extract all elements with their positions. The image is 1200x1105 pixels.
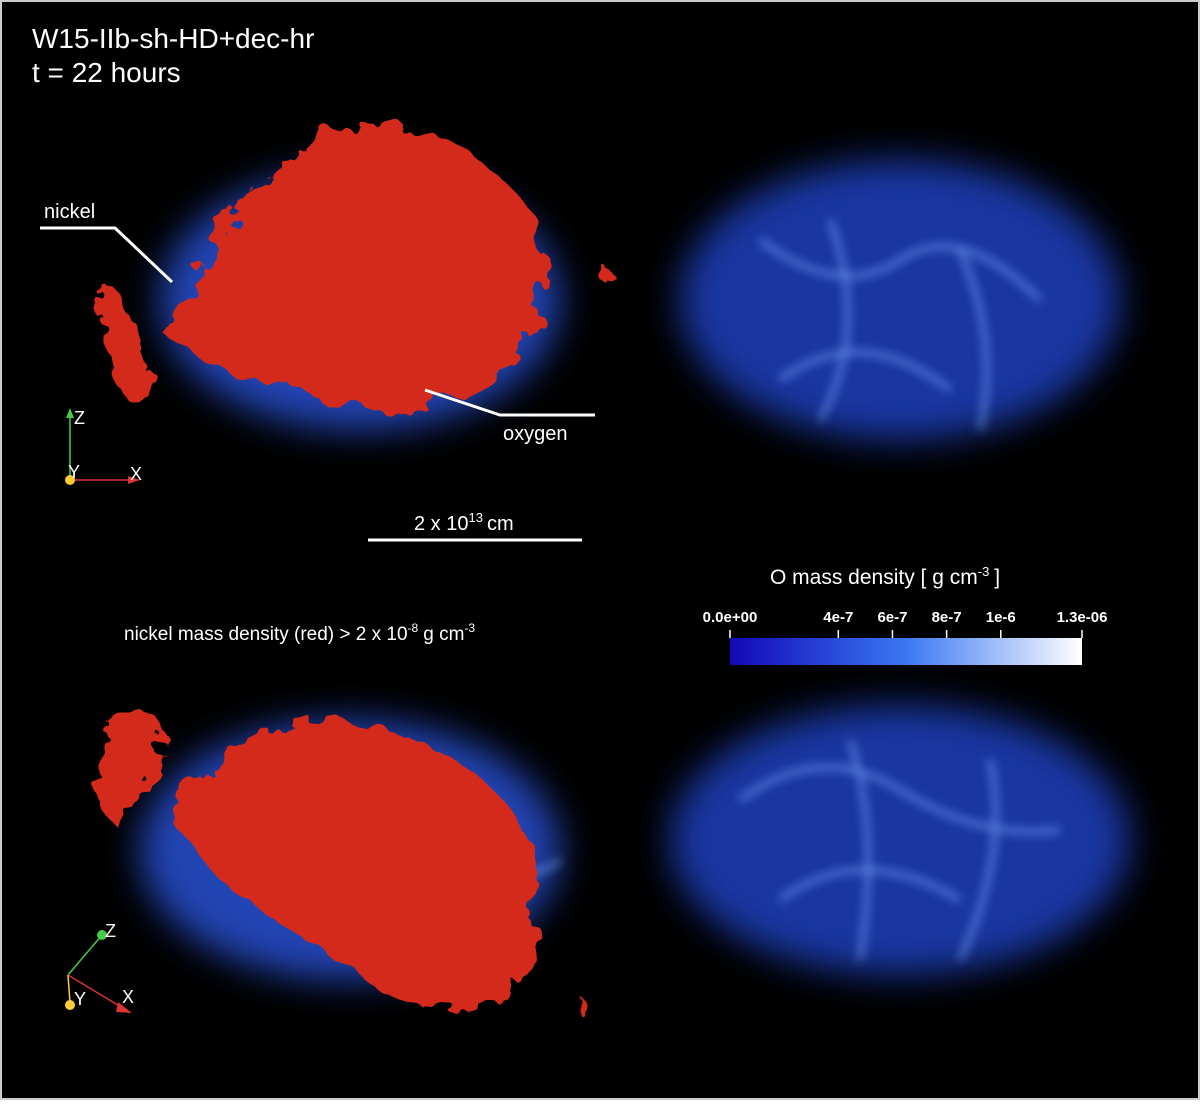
nickel-pointer: [40, 226, 174, 284]
oxygen-label: oxygen: [503, 423, 568, 445]
axes-triad-top: Z Y X: [65, 408, 142, 485]
colorbar: O mass density [ g cm-3] 0.0e+00 4e-7 6e-7…: [703, 564, 1108, 665]
oxygen-pointer: [424, 388, 595, 417]
nickel-render: [98, 125, 610, 1015]
colorbar-gradient: [730, 638, 1082, 665]
colorbar-tick-label: 1e-6: [986, 609, 1016, 626]
colorbar-title: O mass density [ g cm-3]: [770, 564, 1000, 589]
colorbar-tick-label: 8e-7: [932, 609, 962, 626]
axis-x: X: [122, 987, 134, 1007]
scale-bar-label: 2 x 1013 cm: [414, 510, 514, 535]
title: W15-IIb-sh-HD+dec-hr: [32, 23, 314, 54]
nickel-threshold: nickel mass density (red) > 2 x 10-8 g cm…: [124, 621, 475, 645]
axis-z: Z: [105, 921, 116, 941]
axis-y: Y: [68, 462, 80, 482]
axes-triad-bottom: Z Y X: [65, 921, 134, 1013]
axis-z: Z: [74, 408, 85, 428]
colorbar-tick-label: 4e-7: [823, 609, 853, 626]
time-label: t = 22 hours: [32, 57, 181, 88]
colorbar-tick-label: 0.0e+00: [703, 609, 758, 626]
axis-x: X: [130, 464, 142, 484]
nickel-label: nickel: [44, 201, 95, 223]
axis-y: Y: [74, 989, 86, 1009]
colorbar-tick-label: 1.3e-06: [1057, 609, 1108, 626]
colorbar-tick-label: 6e-7: [877, 609, 907, 626]
